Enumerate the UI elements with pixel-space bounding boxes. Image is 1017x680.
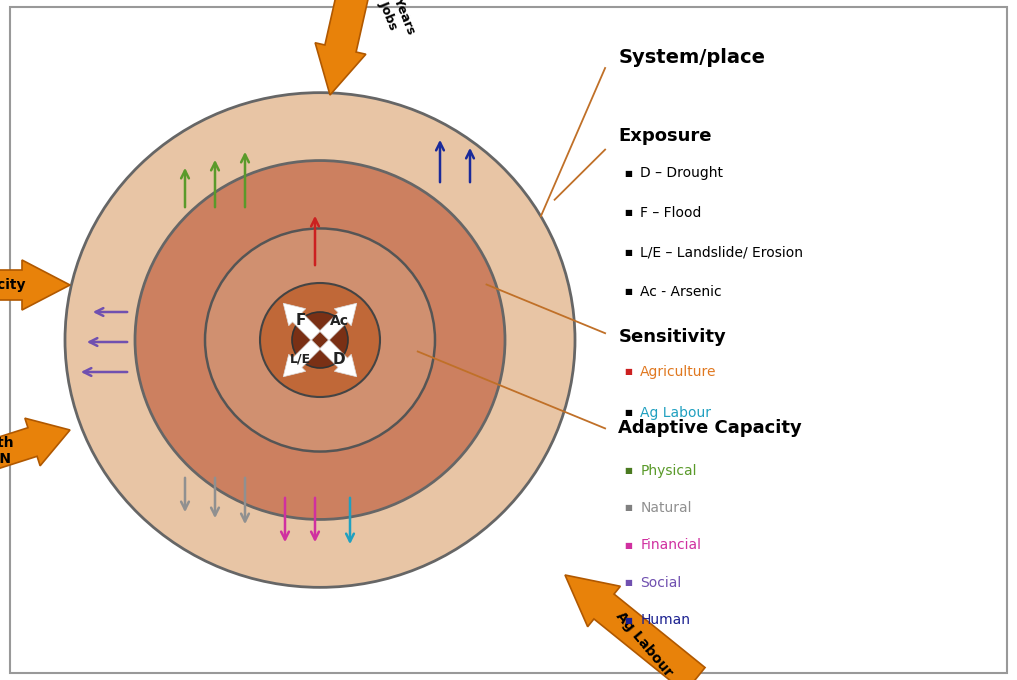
Text: D: D (333, 352, 346, 367)
Text: Physical: Physical (641, 464, 697, 477)
Text: F – Flood: F – Flood (641, 206, 702, 220)
Text: Natural: Natural (641, 501, 692, 515)
Text: Human: Human (641, 613, 691, 627)
Ellipse shape (260, 283, 380, 397)
Text: ■: ■ (624, 169, 633, 178)
Ellipse shape (65, 92, 575, 588)
Text: Adaptive Capacity: Adaptive Capacity (618, 420, 802, 437)
FancyArrow shape (283, 303, 320, 341)
FancyArrow shape (0, 260, 70, 310)
Text: Ac - Arsenic: Ac - Arsenic (641, 285, 722, 299)
Text: Education Years
Salaried Jobs: Education Years Salaried Jobs (349, 0, 417, 41)
Text: ■: ■ (624, 466, 633, 475)
FancyArrow shape (565, 575, 705, 680)
Text: ■: ■ (624, 287, 633, 296)
Text: L/E: L/E (290, 353, 311, 366)
Text: ■: ■ (624, 208, 633, 218)
Text: ■: ■ (624, 578, 633, 588)
FancyArrow shape (319, 339, 357, 377)
FancyBboxPatch shape (10, 7, 1007, 673)
FancyArrow shape (315, 0, 380, 95)
Text: Exposure: Exposure (618, 127, 712, 145)
Text: ■: ■ (624, 248, 633, 257)
Text: ■: ■ (624, 541, 633, 550)
FancyArrow shape (283, 339, 320, 377)
Ellipse shape (135, 160, 505, 520)
Text: Ag Labour: Ag Labour (641, 406, 711, 420)
Text: Social: Social (641, 576, 681, 590)
Text: F: F (296, 313, 306, 328)
Text: ■: ■ (624, 367, 633, 377)
Text: Sensitivity: Sensitivity (618, 328, 726, 345)
Text: L/E – Landslide/ Erosion: L/E – Landslide/ Erosion (641, 245, 803, 259)
Text: Ag Labour: Ag Labour (613, 609, 675, 680)
Text: Electricity: Electricity (0, 278, 26, 292)
Ellipse shape (205, 228, 435, 452)
Text: System/place: System/place (618, 48, 766, 67)
Text: Birth
SSN: Birth SSN (0, 436, 14, 466)
FancyArrow shape (0, 418, 70, 484)
Circle shape (292, 312, 348, 368)
Text: Financial: Financial (641, 539, 702, 552)
Text: ■: ■ (624, 503, 633, 513)
Text: Agriculture: Agriculture (641, 365, 717, 379)
Text: ■: ■ (624, 615, 633, 625)
Text: D – Drought: D – Drought (641, 167, 723, 180)
FancyArrow shape (319, 303, 357, 341)
Text: ■: ■ (624, 408, 633, 418)
Text: Ac: Ac (330, 314, 349, 328)
